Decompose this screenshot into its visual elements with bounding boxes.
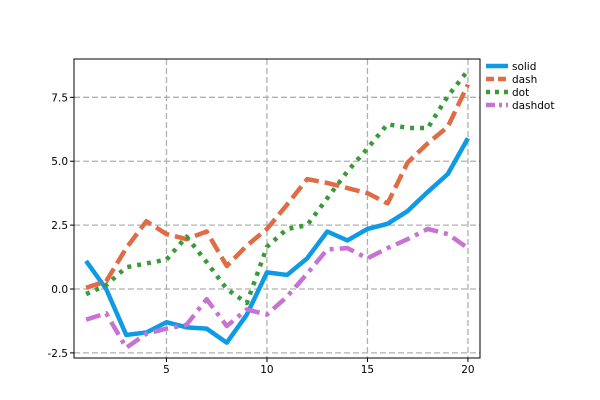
legend-label-dot: dot <box>512 87 529 99</box>
x-tick-label: 10 <box>260 364 273 376</box>
y-tick-label: 7.5 <box>51 92 68 104</box>
legend-label-dash: dash <box>512 74 537 86</box>
series-line-solid <box>84 137 470 345</box>
series-line-dashdot <box>85 226 470 351</box>
series-line-dot <box>85 69 470 306</box>
legend-label-dashdot: dashdot <box>512 100 554 112</box>
x-tick-label: 20 <box>461 364 474 376</box>
x-tick-label: 5 <box>163 364 170 376</box>
plot-frame <box>73 58 481 359</box>
y-tick-label: 5.0 <box>51 156 68 168</box>
axis-ticks: 5 10 15 20 -2.5 0.0 2.5 5.0 7.5 <box>48 92 475 376</box>
grid-lines <box>74 59 480 358</box>
x-tick-label: 15 <box>361 364 374 376</box>
series-line-dash <box>85 83 470 290</box>
y-tick-label: 0.0 <box>51 284 68 296</box>
y-tick-label: 2.5 <box>51 220 68 232</box>
series-lines <box>84 69 470 351</box>
y-tick-label: -2.5 <box>48 348 69 360</box>
legend-label-solid: solid <box>512 61 536 73</box>
